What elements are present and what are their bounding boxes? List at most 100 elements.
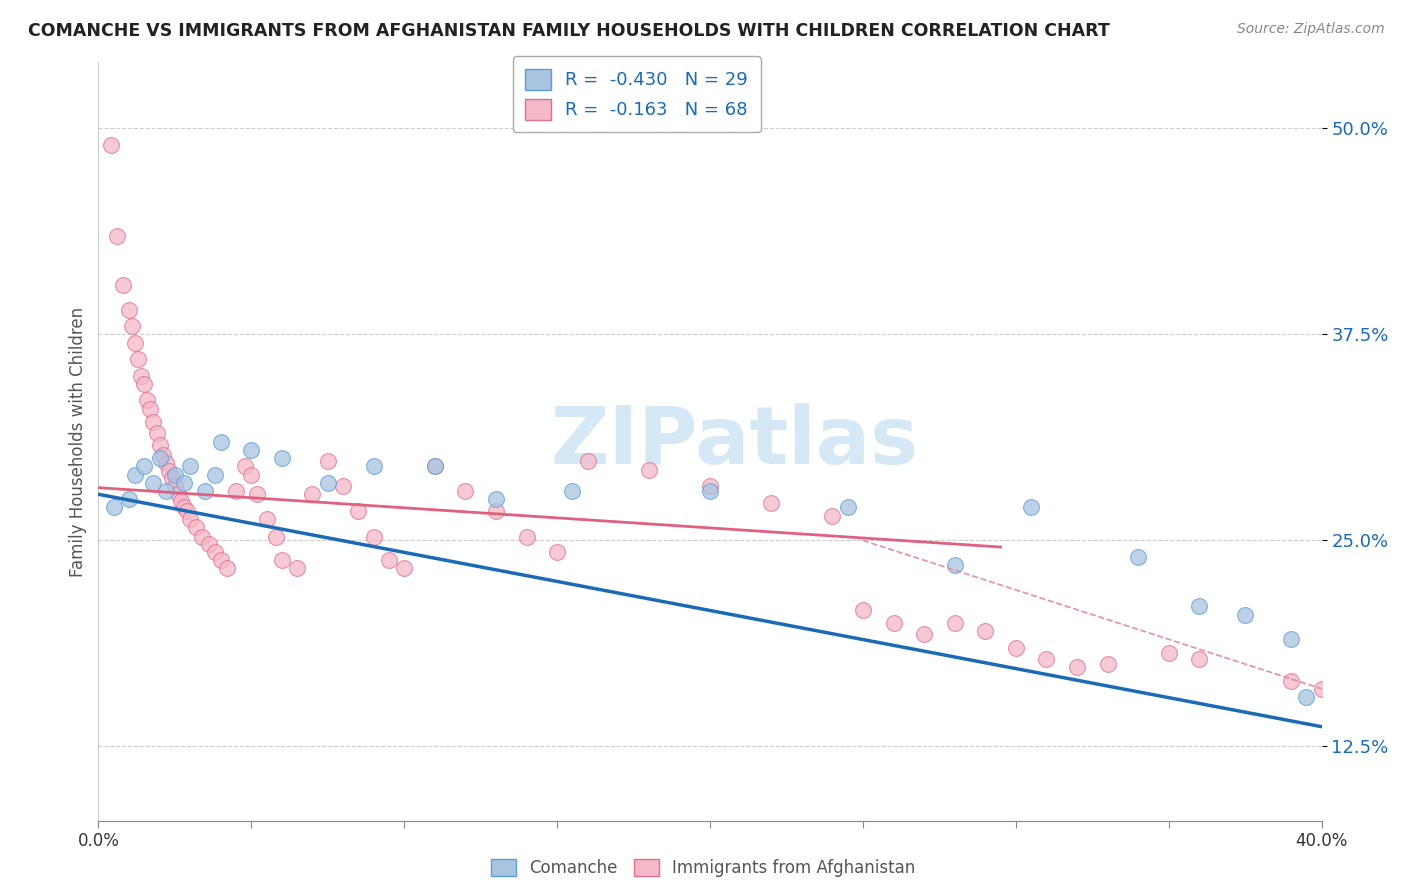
Point xyxy=(270,450,292,465)
Point xyxy=(204,545,226,559)
Point xyxy=(1157,646,1180,660)
Point xyxy=(852,602,875,616)
Point xyxy=(186,520,208,534)
Point xyxy=(160,471,183,485)
Point xyxy=(423,459,446,474)
Point xyxy=(392,561,416,575)
Point xyxy=(118,492,141,507)
Point xyxy=(103,500,125,515)
Point xyxy=(152,448,174,462)
Point xyxy=(145,426,167,441)
Point xyxy=(943,558,966,573)
Point xyxy=(378,553,401,567)
Point xyxy=(1066,660,1088,674)
Point xyxy=(163,479,186,493)
Point xyxy=(149,450,172,465)
Legend: R =  -0.430   N = 29, R =  -0.163   N = 68: R = -0.430 N = 29, R = -0.163 N = 68 xyxy=(513,56,761,132)
Point xyxy=(1188,599,1211,614)
Point xyxy=(163,467,186,482)
Point xyxy=(121,319,143,334)
Point xyxy=(139,401,162,416)
Point xyxy=(316,454,339,468)
Point xyxy=(363,530,385,544)
Point xyxy=(561,483,583,498)
Text: Source: ZipAtlas.com: Source: ZipAtlas.com xyxy=(1237,22,1385,37)
Point xyxy=(1234,607,1257,622)
Point xyxy=(516,530,538,544)
Point xyxy=(246,487,269,501)
Point xyxy=(363,459,385,474)
Legend: Comanche, Immigrants from Afghanistan: Comanche, Immigrants from Afghanistan xyxy=(484,852,922,884)
Point xyxy=(699,483,721,498)
Point xyxy=(111,277,134,292)
Point xyxy=(240,442,263,457)
Point xyxy=(179,512,201,526)
Point xyxy=(256,512,278,526)
Point xyxy=(142,415,165,429)
Point xyxy=(149,438,172,452)
Point xyxy=(209,553,232,567)
Point xyxy=(176,504,198,518)
Point xyxy=(173,475,195,490)
Point xyxy=(167,487,190,501)
Point xyxy=(155,483,177,498)
Point xyxy=(225,483,247,498)
Point xyxy=(1035,652,1057,666)
Point xyxy=(100,137,122,152)
Point xyxy=(233,459,256,474)
Point xyxy=(124,467,146,482)
Point xyxy=(546,545,568,559)
Point xyxy=(637,462,661,476)
Point xyxy=(215,561,238,575)
Point xyxy=(136,393,159,408)
Point xyxy=(285,561,308,575)
Text: ZIPatlas: ZIPatlas xyxy=(550,402,918,481)
Point xyxy=(485,492,508,507)
Point xyxy=(129,368,152,383)
Point xyxy=(347,504,370,518)
Point xyxy=(883,615,905,630)
Point xyxy=(264,530,287,544)
Point xyxy=(142,475,165,490)
Point xyxy=(912,627,935,641)
Point xyxy=(821,508,844,523)
Point xyxy=(1279,632,1302,647)
Point xyxy=(332,479,354,493)
Point xyxy=(155,456,177,470)
Point xyxy=(127,352,149,367)
Point xyxy=(974,624,997,639)
Point xyxy=(699,479,721,493)
Point xyxy=(105,228,128,243)
Point xyxy=(157,464,180,478)
Point xyxy=(134,459,156,474)
Point xyxy=(270,553,292,567)
Y-axis label: Family Households with Children: Family Households with Children xyxy=(69,307,87,576)
Point xyxy=(1128,549,1150,564)
Point xyxy=(1310,681,1333,696)
Point xyxy=(173,500,195,515)
Point xyxy=(1019,500,1042,515)
Point xyxy=(170,494,193,508)
Point xyxy=(194,483,217,498)
Point xyxy=(1004,640,1026,655)
Point xyxy=(485,504,508,518)
Point xyxy=(118,302,141,317)
Point xyxy=(197,537,219,551)
Point xyxy=(191,530,214,544)
Point xyxy=(204,467,226,482)
Point xyxy=(1188,652,1211,666)
Point xyxy=(301,487,323,501)
Text: COMANCHE VS IMMIGRANTS FROM AFGHANISTAN FAMILY HOUSEHOLDS WITH CHILDREN CORRELAT: COMANCHE VS IMMIGRANTS FROM AFGHANISTAN … xyxy=(28,22,1109,40)
Point xyxy=(316,475,339,490)
Point xyxy=(179,459,201,474)
Point xyxy=(134,376,156,391)
Point xyxy=(759,495,782,509)
Point xyxy=(1097,657,1119,671)
Point xyxy=(943,615,966,630)
Point xyxy=(837,500,859,515)
Point xyxy=(1279,673,1302,688)
Point xyxy=(423,459,446,474)
Point xyxy=(576,454,599,468)
Point xyxy=(209,434,232,449)
Point xyxy=(240,467,263,482)
